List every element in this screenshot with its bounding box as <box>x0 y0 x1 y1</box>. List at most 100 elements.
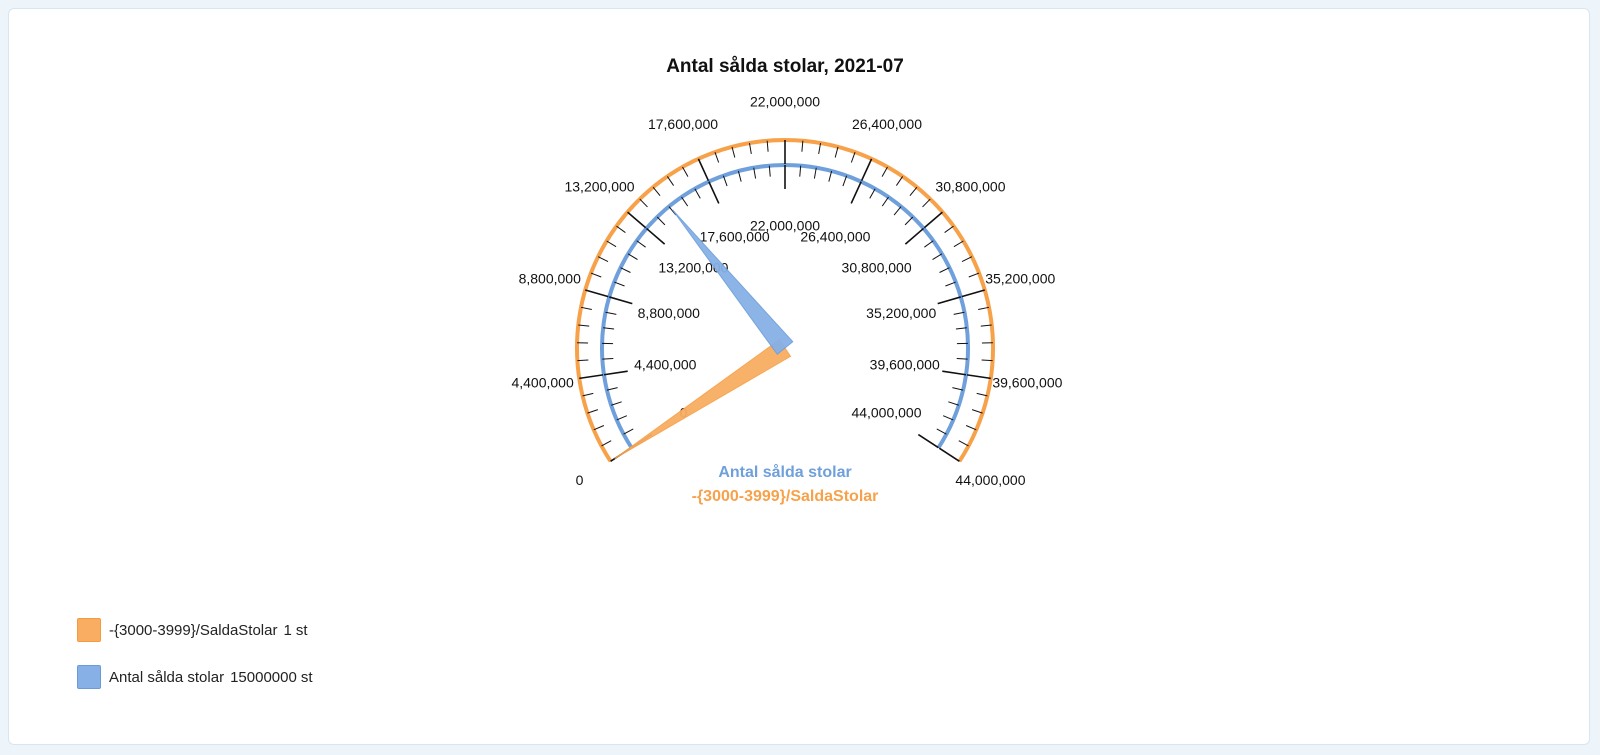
inner-minor-tick <box>753 167 757 179</box>
legend-value: 1 <box>283 621 292 639</box>
outer-minor-tick <box>980 324 992 327</box>
outer-minor-tick <box>682 166 689 177</box>
inner-minor-tick <box>948 401 959 406</box>
outer-major-tick <box>585 289 609 298</box>
inner-tick-label: 26,400,000 <box>800 229 870 245</box>
inner-tick-label: 30,800,000 <box>842 260 912 276</box>
legend-swatch-blue <box>77 665 101 689</box>
outer-minor-tick <box>748 142 752 154</box>
inner-major-tick <box>917 433 939 449</box>
chart-card: Antal sålda stolar, 2021-07 004,400,0004… <box>8 8 1590 745</box>
inner-major-tick <box>645 227 666 245</box>
outer-minor-tick <box>731 146 736 158</box>
outer-minor-tick <box>968 272 980 278</box>
outer-minor-tick <box>895 176 904 186</box>
outer-minor-tick <box>578 324 590 327</box>
outer-major-tick <box>627 211 647 229</box>
outer-minor-tick <box>953 240 964 248</box>
outer-major-tick <box>697 158 710 182</box>
inner-minor-tick <box>616 415 628 421</box>
inner-minor-tick <box>869 188 876 199</box>
inner-major-tick <box>603 370 628 376</box>
inner-minor-tick <box>768 165 771 177</box>
inner-minor-tick <box>606 387 618 391</box>
outer-major-tick <box>860 158 873 182</box>
inner-minor-tick <box>924 240 934 248</box>
gauge-needle-blue <box>672 209 794 356</box>
outer-tick-label: 8,800,000 <box>519 270 581 286</box>
outer-minor-tick <box>944 225 954 233</box>
outer-minor-tick <box>606 240 617 248</box>
inner-minor-tick <box>681 196 689 207</box>
outer-tick-label: 26,400,000 <box>852 116 922 132</box>
inner-major-tick <box>904 227 925 245</box>
outer-minor-tick <box>922 198 931 208</box>
inner-minor-tick <box>656 216 666 226</box>
outer-minor-tick <box>766 140 769 152</box>
outer-minor-tick <box>971 409 983 414</box>
outer-minor-tick <box>639 198 648 208</box>
inner-tick-label: 22,000,000 <box>750 218 820 234</box>
inner-tick-label: 39,600,000 <box>870 356 940 372</box>
legend-item-blue[interactable]: Antal sålda stolar 15000000 st <box>77 664 313 690</box>
inner-tick-label: 44,000,000 <box>851 405 921 421</box>
outer-minor-tick <box>582 392 594 397</box>
outer-minor-tick <box>590 272 602 278</box>
outer-tick-label: 44,000,000 <box>955 472 1025 488</box>
outer-minor-tick <box>850 151 856 163</box>
inner-minor-tick <box>936 428 947 435</box>
inner-tick-label: 17,600,000 <box>700 229 770 245</box>
outer-minor-tick <box>593 425 605 431</box>
outer-minor-tick <box>818 142 822 154</box>
inner-minor-tick <box>722 175 728 187</box>
inner-minor-tick <box>620 267 631 273</box>
legend-label: -{3000-3999}/SaldaStolar <box>109 621 278 639</box>
inner-minor-tick <box>602 357 614 360</box>
inner-minor-tick <box>605 311 617 315</box>
legend-unit: st <box>295 621 308 639</box>
inner-minor-tick <box>952 387 964 391</box>
outer-minor-tick <box>958 440 969 447</box>
outer-tick-label: 13,200,000 <box>564 179 634 195</box>
outer-major-tick <box>923 211 943 229</box>
inner-minor-tick <box>956 357 968 360</box>
inner-minor-tick <box>614 281 625 287</box>
outer-minor-tick <box>981 359 993 362</box>
outer-minor-tick <box>834 146 839 158</box>
inner-major-tick <box>708 181 720 204</box>
legend-item-orange[interactable]: -{3000-3999}/SaldaStolar 1 st <box>77 617 313 643</box>
inner-minor-tick <box>799 165 802 177</box>
legend-swatch-orange <box>77 618 101 642</box>
inner-minor-tick <box>955 327 967 330</box>
inner-minor-tick <box>932 253 943 260</box>
inner-minor-tick <box>737 170 742 182</box>
outer-minor-tick <box>881 166 888 177</box>
outer-minor-tick <box>597 256 609 262</box>
outer-major-tick <box>961 289 985 298</box>
outer-minor-tick <box>976 392 988 397</box>
outer-minor-tick <box>714 151 720 163</box>
outer-minor-tick <box>652 186 661 197</box>
inner-minor-tick <box>893 206 902 216</box>
outer-major-tick <box>938 447 960 462</box>
outer-minor-tick <box>978 306 990 310</box>
legend-unit: st <box>300 668 313 686</box>
outer-major-tick <box>579 374 604 380</box>
inner-minor-tick <box>842 175 848 187</box>
inner-major-tick <box>850 181 862 204</box>
outer-tick-label: 35,200,000 <box>985 270 1055 286</box>
outer-tick-label: 0 <box>576 472 584 488</box>
inner-minor-tick <box>611 401 622 406</box>
outer-tick-label: 22,000,000 <box>750 94 820 110</box>
inner-tick-label: 8,800,000 <box>638 305 700 321</box>
inner-major-tick <box>937 296 961 305</box>
outer-minor-tick <box>580 306 592 310</box>
outer-minor-tick <box>666 176 675 186</box>
inner-minor-tick <box>904 216 914 226</box>
inner-minor-tick <box>942 415 954 421</box>
inner-minor-tick <box>953 311 965 315</box>
outer-minor-tick <box>961 256 973 262</box>
outer-minor-tick <box>587 409 599 414</box>
outer-tick-label: 30,800,000 <box>935 179 1005 195</box>
outer-tick-label: 17,600,000 <box>648 116 718 132</box>
